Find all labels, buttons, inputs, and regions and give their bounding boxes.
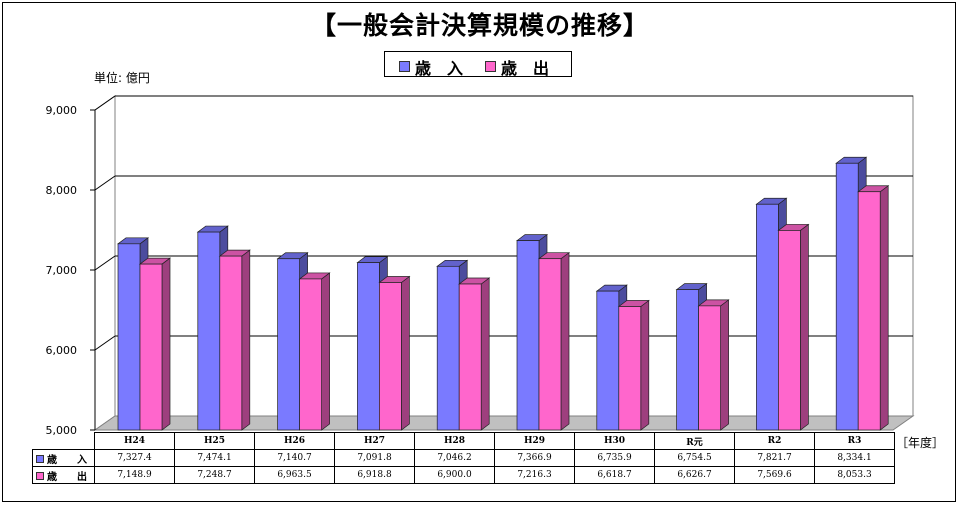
gridline-side [94, 335, 116, 351]
table-value-revenue-6: 6,735.9 [574, 449, 655, 467]
table-row-expenditure: 歳 出 7,148.9 7,248.7 6,963.5 6,918.8 6,900.0 7… [32, 466, 895, 484]
bar-revenue-5 [516, 240, 540, 431]
table-category-3: H27 [334, 432, 415, 450]
table-category-9: R3 [814, 432, 895, 450]
bar-revenue-1 [197, 231, 221, 431]
table-category-2: H26 [254, 432, 335, 450]
table-category-4: H28 [414, 432, 495, 450]
table-value-expenditure-8: 7,569.6 [734, 466, 815, 484]
bar-expenditure-9 [857, 191, 881, 431]
table-value-expenditure-3: 6,918.8 [334, 466, 415, 484]
bar-expenditure-5-side [560, 251, 570, 431]
table-value-revenue-3: 7,091.8 [334, 449, 415, 467]
bar-revenue-6 [596, 290, 620, 431]
bar-expenditure-3-side [401, 275, 410, 431]
data-table: H24 H25 H26 H27 H28 H29 H30 R元 R2 R3 歳 入 7,327.4 7… [32, 432, 895, 484]
legend-label-expenditure: 歳 出 [501, 59, 550, 78]
table-head-expenditure: 歳 出 [32, 466, 95, 484]
table-category-5: H29 [494, 432, 575, 450]
bar-expenditure-4 [458, 283, 482, 431]
table-value-expenditure-5: 7,216.3 [494, 466, 575, 484]
table-row-revenue: 歳 入 7,327.4 7,474.1 7,140.7 7,091.8 7,046.2 7… [32, 449, 895, 467]
table-value-revenue-7: 6,754.5 [654, 449, 735, 467]
table-value-revenue-1: 7,474.1 [174, 449, 255, 467]
table-value-expenditure-1: 7,248.7 [174, 466, 255, 484]
bar-expenditure-4-side [480, 277, 490, 431]
y-tick-label: 9,000 [46, 104, 78, 117]
gridline-side [94, 175, 116, 191]
table-category-7: R元 [654, 432, 735, 450]
bar-expenditure-2 [299, 278, 322, 431]
legend-label-revenue: 歳 入 [415, 59, 464, 78]
bar-expenditure-3 [379, 282, 402, 431]
table-value-expenditure-7: 6,626.7 [654, 466, 735, 484]
bar-revenue-8 [756, 203, 779, 431]
table-value-expenditure-6: 6,618.7 [574, 466, 655, 484]
table-value-revenue-5: 7,366.9 [494, 449, 575, 467]
bar-revenue-3 [357, 262, 380, 431]
bar-revenue-7 [676, 289, 699, 431]
table-category-1: H25 [174, 432, 255, 450]
table-category-8: R2 [734, 432, 815, 450]
bar-revenue-2 [277, 258, 300, 431]
bar-revenue-0 [117, 243, 141, 431]
bar-expenditure-7-side [720, 299, 729, 431]
table-value-revenue-2: 7,140.7 [254, 449, 335, 467]
bar-expenditure-8 [778, 230, 801, 431]
y-tick-label: 6,000 [46, 344, 78, 357]
table-corner [32, 432, 95, 450]
table-swatch-expenditure [36, 471, 44, 480]
legend-item-expenditure: 歳 出 [485, 55, 549, 79]
gridline-side [94, 95, 116, 111]
chart-legend: 歳 入 歳 出 [384, 51, 572, 79]
bar-expenditure-1-side [241, 249, 251, 431]
x-axis-label: ［年度］ [896, 436, 945, 450]
legend-item-revenue: 歳 入 [399, 55, 463, 79]
table-value-expenditure-0: 7,148.9 [94, 466, 175, 484]
table-value-revenue-4: 7,046.2 [414, 449, 495, 467]
table-category-0: H24 [94, 432, 175, 450]
y-tick-label: 7,000 [46, 264, 78, 277]
bar-expenditure-0 [139, 263, 163, 431]
bar-revenue-9 [835, 162, 859, 431]
unit-label: 単位: 億円 [94, 71, 150, 85]
legend-swatch-revenue [399, 61, 410, 72]
bar-expenditure-6 [618, 306, 642, 431]
table-value-expenditure-4: 6,900.0 [414, 466, 495, 484]
gridline-side [94, 255, 116, 271]
bar-expenditure-9-side [879, 185, 889, 431]
bar-revenue-4 [436, 265, 460, 431]
table-value-revenue-9: 8,334.1 [814, 449, 895, 467]
bar-expenditure-6-side [640, 299, 650, 431]
table-swatch-revenue [36, 454, 44, 463]
legend-swatch-expenditure [485, 61, 496, 72]
table-value-revenue-8: 7,821.7 [734, 449, 815, 467]
bar-expenditure-7 [698, 305, 721, 431]
table-value-expenditure-2: 6,963.5 [254, 466, 335, 484]
bar-expenditure-5 [538, 258, 562, 431]
table-head-expenditure-label: 歳 出 [47, 471, 87, 483]
bar-expenditure-8-side [800, 223, 809, 431]
table-category-6: H30 [574, 432, 655, 450]
table-header-row: H24 H25 H26 H27 H28 H29 H30 R元 R2 R3 [32, 432, 895, 450]
chart-title: 【一般会計決算規模の推移】 [310, 11, 649, 40]
bar-expenditure-1 [219, 255, 243, 431]
bar-expenditure-2-side [321, 272, 330, 431]
table-head-revenue-label: 歳 入 [47, 454, 87, 466]
table-value-revenue-0: 7,327.4 [94, 449, 175, 467]
table-value-expenditure-9: 8,053.3 [814, 466, 895, 484]
table-head-revenue: 歳 入 [32, 449, 95, 467]
bar-expenditure-0-side [161, 257, 171, 431]
y-tick-label: 8,000 [46, 184, 78, 197]
